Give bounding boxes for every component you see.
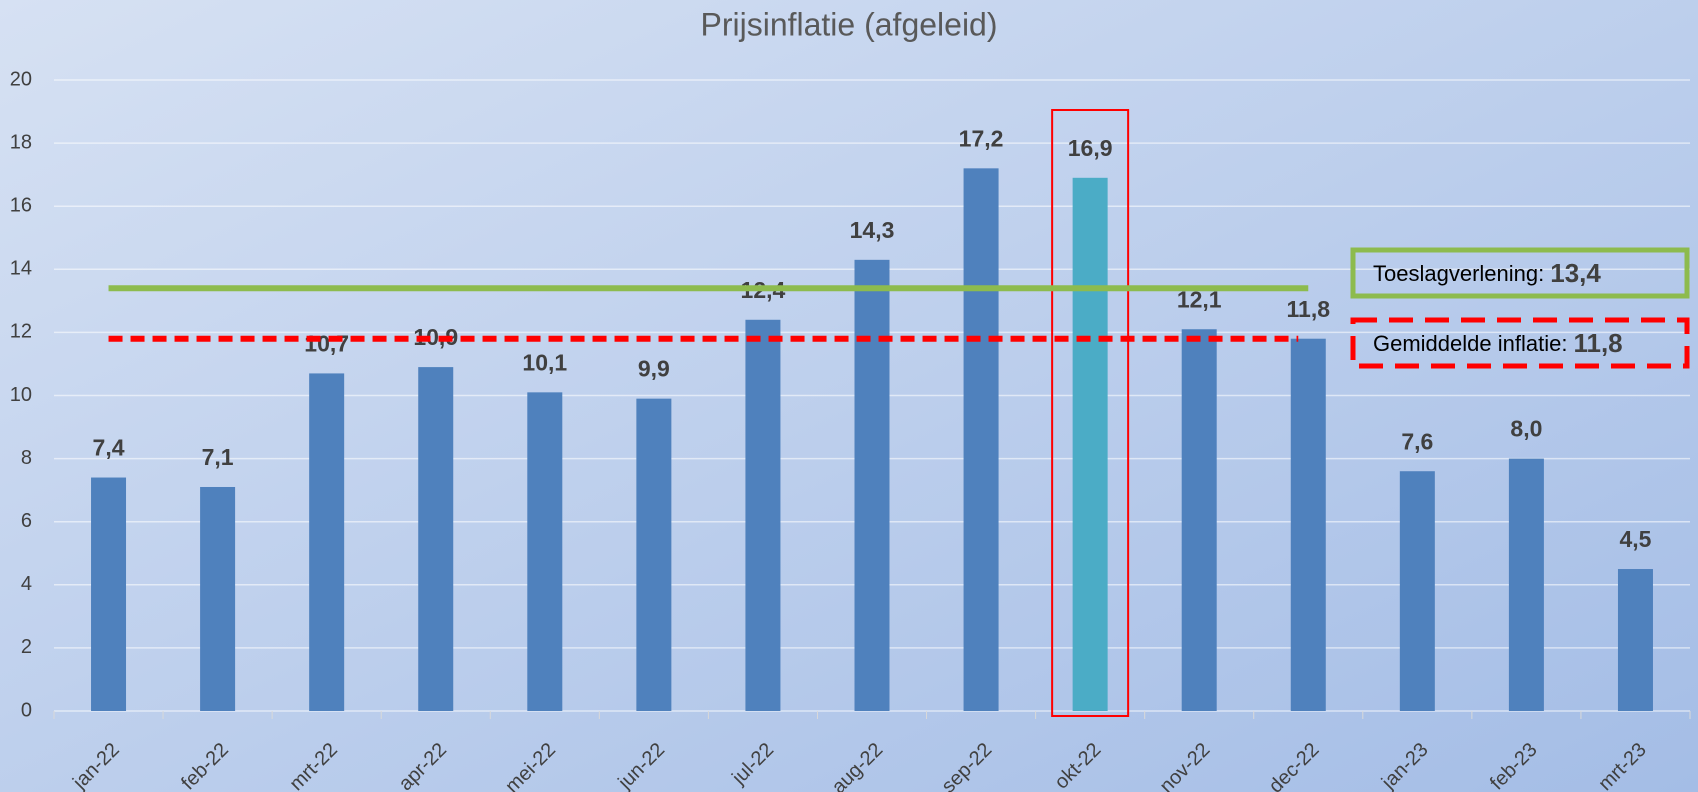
- reference-label-text: Toeslagverlening:: [1373, 261, 1544, 286]
- bar: [1617, 569, 1653, 711]
- y-tick-label: 18: [10, 131, 32, 153]
- bar: [91, 477, 127, 711]
- bar: [1290, 338, 1326, 711]
- y-tick-label: 4: [21, 573, 32, 595]
- value-label: 7,1: [202, 444, 234, 470]
- y-tick-label: 20: [10, 68, 32, 90]
- reference-value: 13,4: [1550, 258, 1601, 288]
- y-tick-label: 6: [21, 510, 32, 532]
- bar: [1181, 329, 1217, 711]
- y-tick-label: 16: [10, 194, 32, 216]
- value-label: 8,0: [1510, 416, 1542, 442]
- value-label: 10,1: [522, 349, 567, 375]
- value-label: 7,4: [93, 435, 125, 461]
- reference-box: [1350, 317, 1690, 369]
- y-tick-label: 0: [21, 699, 32, 721]
- highlight-frame: [1051, 109, 1130, 717]
- bar: [963, 168, 999, 712]
- reference-label-text: Gemiddelde inflatie:: [1373, 331, 1567, 356]
- value-label: 10,7: [304, 330, 349, 356]
- bar: [527, 392, 563, 711]
- bar: [309, 373, 345, 711]
- bar: [745, 319, 781, 711]
- value-label: 17,2: [959, 125, 1004, 151]
- bar: [1072, 177, 1108, 711]
- value-label: 4,5: [1619, 526, 1651, 552]
- value-label: 16,9: [1068, 135, 1113, 161]
- reference-label: Toeslagverlening: 13,4: [1373, 258, 1601, 288]
- bar: [1508, 458, 1544, 711]
- value-label: 7,6: [1401, 428, 1433, 454]
- y-tick-label: 10: [10, 384, 32, 406]
- reference-box: [1350, 247, 1690, 299]
- value-label: 14,3: [850, 217, 895, 243]
- bar: [636, 398, 672, 711]
- bar: [854, 259, 890, 711]
- y-tick-label: 14: [10, 258, 32, 280]
- y-tick-label: 12: [10, 321, 32, 343]
- value-label: 11,8: [1287, 296, 1331, 322]
- reference-value: 11,8: [1573, 328, 1622, 358]
- y-tick-label: 8: [21, 447, 32, 469]
- bar: [1399, 471, 1435, 711]
- reference-label: Gemiddelde inflatie: 11,8: [1373, 328, 1623, 358]
- value-label: 9,9: [638, 356, 670, 382]
- bar: [200, 486, 236, 711]
- chart-title: Prijsinflatie (afgeleid): [700, 6, 997, 42]
- y-tick-label: 2: [21, 636, 32, 658]
- bar: [418, 367, 454, 711]
